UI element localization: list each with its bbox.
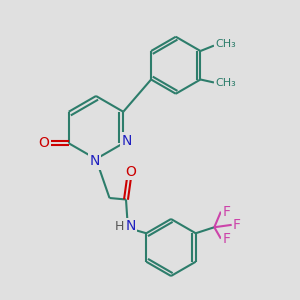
Text: F: F [233,218,241,232]
Text: CH₃: CH₃ [215,77,236,88]
Text: N: N [122,134,132,148]
Text: F: F [222,232,230,246]
Text: N: N [125,220,136,233]
Text: O: O [38,136,49,150]
Text: F: F [222,205,230,219]
Text: CH₃: CH₃ [215,39,236,49]
Text: O: O [125,165,136,179]
Text: N: N [89,154,100,168]
Text: H: H [114,220,124,233]
